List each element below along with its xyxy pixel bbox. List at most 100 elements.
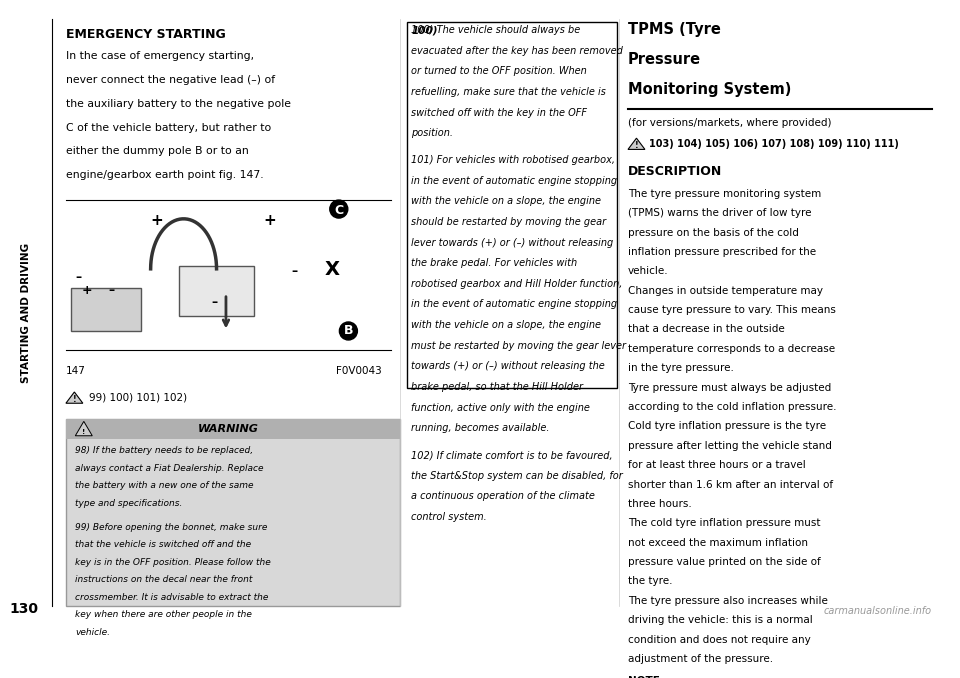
Text: not exceed the maximum inflation: not exceed the maximum inflation	[628, 538, 808, 548]
Text: must be restarted by moving the gear lever: must be restarted by moving the gear lev…	[412, 341, 627, 351]
Text: vehicle.: vehicle.	[628, 266, 668, 277]
Text: 102) If climate comfort is to be favoured,: 102) If climate comfort is to be favoure…	[412, 450, 613, 460]
Text: type and specifications.: type and specifications.	[75, 499, 182, 508]
Text: a continuous operation of the climate: a continuous operation of the climate	[412, 492, 595, 502]
Text: shorter than 1.6 km after an interval of: shorter than 1.6 km after an interval of	[628, 479, 833, 490]
Polygon shape	[75, 422, 92, 436]
Bar	[179, 266, 254, 316]
Text: that the vehicle is switched off and the: that the vehicle is switched off and the	[75, 540, 252, 549]
Text: the tyre.: the tyre.	[628, 576, 673, 586]
Text: 98) If the battery needs to be replaced,: 98) If the battery needs to be replaced,	[75, 446, 253, 456]
Text: !: !	[83, 429, 85, 435]
Text: –: –	[212, 296, 218, 309]
Text: the brake pedal. For vehicles with: the brake pedal. For vehicles with	[412, 258, 578, 268]
Text: with the vehicle on a slope, the engine: with the vehicle on a slope, the engine	[412, 197, 601, 206]
Text: control system.: control system.	[412, 512, 487, 522]
Text: brake pedal, so that the Hill Holder: brake pedal, so that the Hill Holder	[412, 382, 584, 392]
Text: 103) 104) 105) 106) 107) 108) 109) 110) 111): 103) 104) 105) 106) 107) 108) 109) 110) …	[649, 139, 899, 148]
Text: C: C	[334, 204, 344, 217]
Text: always contact a Fiat Dealership. Replace: always contact a Fiat Dealership. Replac…	[75, 464, 264, 473]
Bar	[0, 19, 52, 606]
Text: with the vehicle on a slope, the engine: with the vehicle on a slope, the engine	[412, 320, 601, 330]
Text: either the dummy pole B or to an: either the dummy pole B or to an	[66, 146, 249, 157]
Text: pressure after letting the vehicle stand: pressure after letting the vehicle stand	[628, 441, 832, 451]
Text: that a decrease in the outside: that a decrease in the outside	[628, 325, 784, 334]
Text: Changes in outside temperature may: Changes in outside temperature may	[628, 285, 823, 296]
Text: or turned to the OFF position. When: or turned to the OFF position. When	[412, 66, 588, 76]
Text: WARNING: WARNING	[198, 424, 259, 434]
Text: Cold tyre inflation pressure is the tyre: Cold tyre inflation pressure is the tyre	[628, 422, 827, 431]
Text: engine/gearbox earth point fig. 147.: engine/gearbox earth point fig. 147.	[66, 170, 264, 180]
Text: F0V0043: F0V0043	[336, 365, 381, 376]
Polygon shape	[628, 138, 645, 149]
Text: vehicle.: vehicle.	[75, 628, 110, 637]
Text: DESCRIPTION: DESCRIPTION	[628, 165, 722, 178]
Text: in the event of automatic engine stopping: in the event of automatic engine stoppin…	[412, 300, 617, 309]
Text: refuelling, make sure that the vehicle is: refuelling, make sure that the vehicle i…	[412, 87, 607, 97]
Text: –: –	[75, 271, 82, 284]
Text: NOTE: NOTE	[628, 677, 660, 678]
Text: +: +	[151, 213, 163, 228]
Text: according to the cold inflation pressure.: according to the cold inflation pressure…	[628, 402, 836, 412]
Text: position.: position.	[412, 128, 453, 138]
Text: three hours.: three hours.	[628, 499, 692, 509]
Bar	[66, 419, 400, 439]
Text: 147: 147	[66, 365, 85, 376]
Text: temperature corresponds to a decrease: temperature corresponds to a decrease	[628, 344, 835, 354]
Text: 100): 100)	[412, 25, 438, 35]
Text: EMERGENCY STARTING: EMERGENCY STARTING	[66, 28, 226, 41]
Text: !: !	[635, 141, 638, 150]
Text: the battery with a new one of the same: the battery with a new one of the same	[75, 481, 253, 490]
Text: crossmember. It is advisable to extract the: crossmember. It is advisable to extract …	[75, 593, 269, 601]
Text: C of the vehicle battery, but rather to: C of the vehicle battery, but rather to	[66, 123, 271, 132]
Text: 99) Before opening the bonnet, make sure: 99) Before opening the bonnet, make sure	[75, 523, 268, 532]
Text: 101) For vehicles with robotised gearbox,: 101) For vehicles with robotised gearbox…	[412, 155, 615, 165]
Text: The tyre pressure monitoring system: The tyre pressure monitoring system	[628, 188, 821, 199]
Text: lever towards (+) or (–) without releasing: lever towards (+) or (–) without releasi…	[412, 237, 613, 247]
Text: robotised gearbox and Hill Holder function,: robotised gearbox and Hill Holder functi…	[412, 279, 623, 289]
Text: TPMS (Tyre: TPMS (Tyre	[628, 22, 721, 37]
Text: X: X	[324, 260, 340, 279]
Text: !: !	[73, 395, 76, 404]
Text: in the tyre pressure.: in the tyre pressure.	[628, 363, 733, 373]
Text: cause tyre pressure to vary. This means: cause tyre pressure to vary. This means	[628, 305, 836, 315]
Text: C: C	[334, 203, 344, 216]
Text: –: –	[108, 284, 114, 297]
Text: the auxiliary battery to the negative pole: the auxiliary battery to the negative po…	[66, 99, 291, 108]
Text: key when there are other people in the: key when there are other people in the	[75, 610, 252, 619]
Polygon shape	[66, 392, 83, 403]
Text: key is in the OFF position. Please follow the: key is in the OFF position. Please follo…	[75, 558, 271, 567]
Text: (for versions/markets, where provided): (for versions/markets, where provided)	[628, 118, 831, 128]
Text: 130: 130	[10, 602, 38, 616]
Text: B: B	[344, 325, 353, 338]
Text: The cold tyre inflation pressure must: The cold tyre inflation pressure must	[628, 518, 821, 528]
Text: condition and does not require any: condition and does not require any	[628, 635, 811, 645]
Text: STARTING AND DRIVING: STARTING AND DRIVING	[21, 243, 31, 382]
Text: should be restarted by moving the gear: should be restarted by moving the gear	[412, 217, 607, 227]
Text: Pressure: Pressure	[628, 52, 701, 67]
Text: never connect the negative lead (–) of: never connect the negative lead (–) of	[66, 75, 275, 85]
Text: Tyre pressure must always be adjusted: Tyre pressure must always be adjusted	[628, 382, 831, 393]
Text: evacuated after the key has been removed: evacuated after the key has been removed	[412, 45, 623, 56]
Text: adjustment of the pressure.: adjustment of the pressure.	[628, 654, 773, 664]
Text: driving the vehicle: this is a normal: driving the vehicle: this is a normal	[628, 615, 813, 625]
Bar	[407, 22, 616, 388]
Text: pressure value printed on the side of: pressure value printed on the side of	[628, 557, 821, 567]
Bar	[71, 287, 141, 332]
Text: (TPMS) warns the driver of low tyre: (TPMS) warns the driver of low tyre	[628, 208, 811, 218]
Text: carmanualsonline.info: carmanualsonline.info	[824, 606, 932, 616]
Text: for at least three hours or a travel: for at least three hours or a travel	[628, 460, 805, 470]
Text: running, becomes available.: running, becomes available.	[412, 423, 550, 433]
Text: +: +	[82, 284, 92, 297]
Bar	[66, 419, 400, 606]
Text: In the case of emergency starting,: In the case of emergency starting,	[66, 52, 254, 61]
Text: function, active only with the engine: function, active only with the engine	[412, 403, 590, 413]
Text: –: –	[292, 265, 298, 278]
Text: the Start&Stop system can be disabled, for: the Start&Stop system can be disabled, f…	[412, 471, 623, 481]
Text: switched off with the key in the OFF: switched off with the key in the OFF	[412, 108, 588, 117]
Text: inflation pressure prescribed for the: inflation pressure prescribed for the	[628, 247, 816, 257]
Text: in the event of automatic engine stopping: in the event of automatic engine stoppin…	[412, 176, 617, 186]
Text: 99) 100) 101) 102): 99) 100) 101) 102)	[89, 393, 187, 403]
Text: The tyre pressure also increases while: The tyre pressure also increases while	[628, 596, 828, 606]
Text: pressure on the basis of the cold: pressure on the basis of the cold	[628, 228, 799, 237]
